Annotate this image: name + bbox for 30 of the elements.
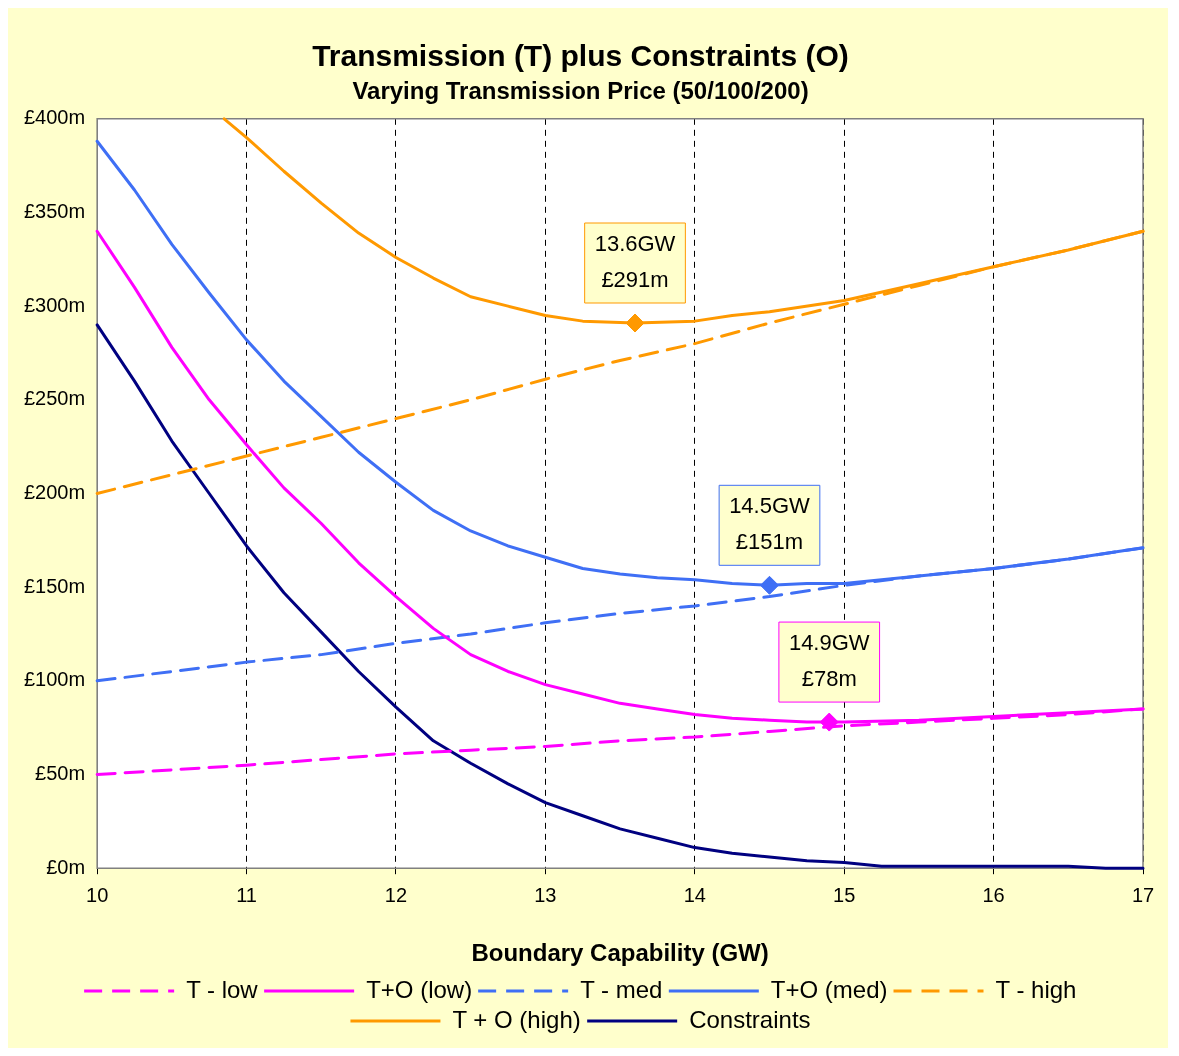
x-tick-label: 11 <box>236 883 257 906</box>
data-label: 13.6GW £291m <box>594 231 676 293</box>
chart-title: Transmission (T) plus Constraints (O) <box>312 39 849 73</box>
x-axis-title: Boundary Capability (GW) <box>471 939 769 967</box>
y-tick-label: £100m <box>24 668 86 691</box>
data-label: 14.5GW £151m <box>729 493 811 555</box>
legend-label: T - med <box>580 975 663 1003</box>
legend-label: T + O (high) <box>452 1005 581 1033</box>
y-tick-label: £50m <box>35 762 86 785</box>
data-label: 14.9GW £78m <box>788 630 870 692</box>
legend-label: Constraints <box>689 1005 811 1033</box>
y-tick-label: £0m <box>46 855 86 878</box>
y-tick-label: £200m <box>24 481 86 504</box>
x-tick-label: 10 <box>86 883 109 906</box>
x-tick-label: 12 <box>384 883 408 906</box>
legend-label: T+O (med) <box>770 975 888 1003</box>
y-tick-label: £250m <box>24 387 86 410</box>
y-tick-label: £300m <box>24 293 86 316</box>
x-tick-label: 15 <box>833 883 856 906</box>
y-tick-label: £400m <box>24 106 86 129</box>
legend-label: T+O (low) <box>366 975 473 1003</box>
x-tick-label: 17 <box>1131 883 1155 906</box>
chart-subtitle: Varying Transmission Price (50/100/200) <box>352 77 809 105</box>
x-tick-label: 14 <box>683 883 706 906</box>
y-tick-label: £150m <box>24 574 86 597</box>
legend-label: T - low <box>186 975 259 1003</box>
y-tick-label: £350m <box>24 199 86 222</box>
legend-label: T - high <box>995 975 1077 1003</box>
x-tick-label: 13 <box>534 883 557 906</box>
x-tick-label: 16 <box>982 883 1005 906</box>
